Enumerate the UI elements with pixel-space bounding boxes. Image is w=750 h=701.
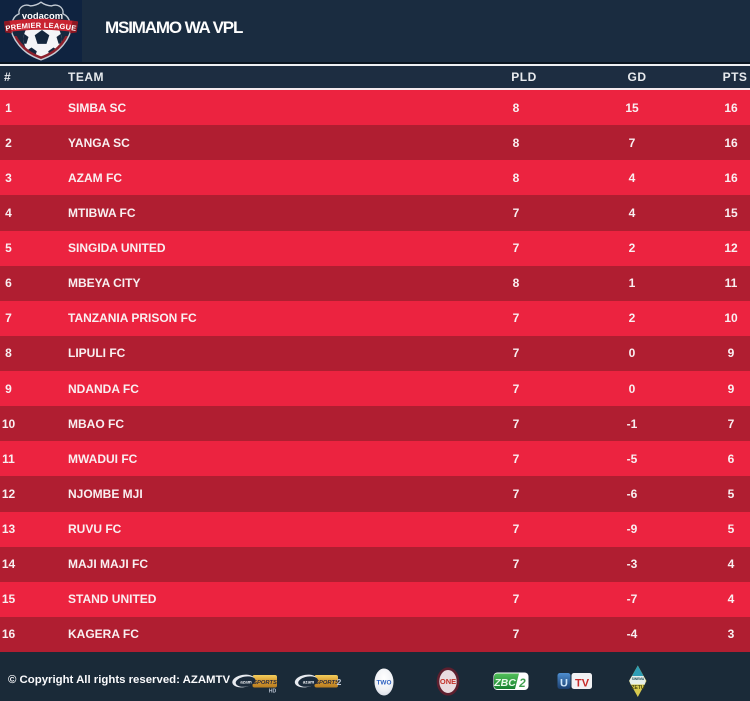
svg-text:SPORTS: SPORTS	[315, 680, 339, 686]
svg-text:U: U	[560, 678, 568, 690]
svg-text:SPORTS: SPORTS	[253, 680, 277, 686]
svg-text:TWO: TWO	[377, 680, 392, 687]
svg-text:TV: TV	[575, 678, 590, 690]
svg-text:SINEMA: SINEMA	[632, 677, 645, 681]
svg-text:ONE: ONE	[440, 677, 456, 686]
svg-text:azam: azam	[240, 679, 252, 684]
svg-text:azam: azam	[303, 679, 315, 684]
svg-text:2: 2	[518, 678, 526, 690]
svg-text:ZETU: ZETU	[631, 685, 644, 691]
svg-text:HD: HD	[269, 689, 277, 695]
svg-text:vodacom: vodacom	[22, 10, 63, 21]
svg-text:PREMIER LEAGUE: PREMIER LEAGUE	[5, 21, 77, 33]
svg-text:2: 2	[337, 677, 342, 687]
svg-text:ZBC: ZBC	[493, 677, 516, 689]
